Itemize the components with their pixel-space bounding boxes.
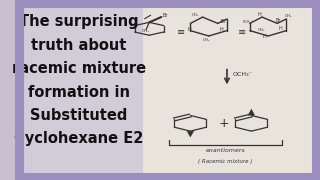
Text: H: H [219,26,223,31]
FancyBboxPatch shape [15,0,320,180]
FancyBboxPatch shape [143,0,320,180]
Text: formation in: formation in [28,85,130,100]
Text: OCH₃⁻: OCH₃⁻ [233,72,253,77]
Text: +: + [219,117,229,130]
Text: truth about: truth about [31,38,127,53]
Text: -Br: -Br [219,19,227,24]
Text: H: H [187,26,191,31]
Text: CH₃: CH₃ [285,14,292,18]
Polygon shape [187,131,194,137]
Text: ( Racemic mixture ): ( Racemic mixture ) [198,159,252,164]
Text: The surprising: The surprising [19,14,139,29]
Text: Cyclohexane E2: Cyclohexane E2 [14,131,144,146]
Text: racemic mixture: racemic mixture [12,61,146,76]
Text: H: H [279,26,283,31]
Polygon shape [248,109,255,116]
Text: H: H [258,12,261,17]
Text: CH₃: CH₃ [192,13,199,17]
Text: H: H [262,34,266,39]
Text: CH₃: CH₃ [258,28,265,32]
Text: (CH₃): (CH₃) [242,20,253,24]
Text: Substituted: Substituted [30,108,128,123]
Text: ≡: ≡ [177,26,185,37]
Text: Br: Br [162,13,167,18]
Text: ≡: ≡ [238,26,246,37]
Text: Br: Br [276,18,281,23]
Text: enantiomers: enantiomers [205,148,245,153]
Text: CH₃: CH₃ [203,38,210,42]
Text: CH₃: CH₃ [141,29,149,33]
